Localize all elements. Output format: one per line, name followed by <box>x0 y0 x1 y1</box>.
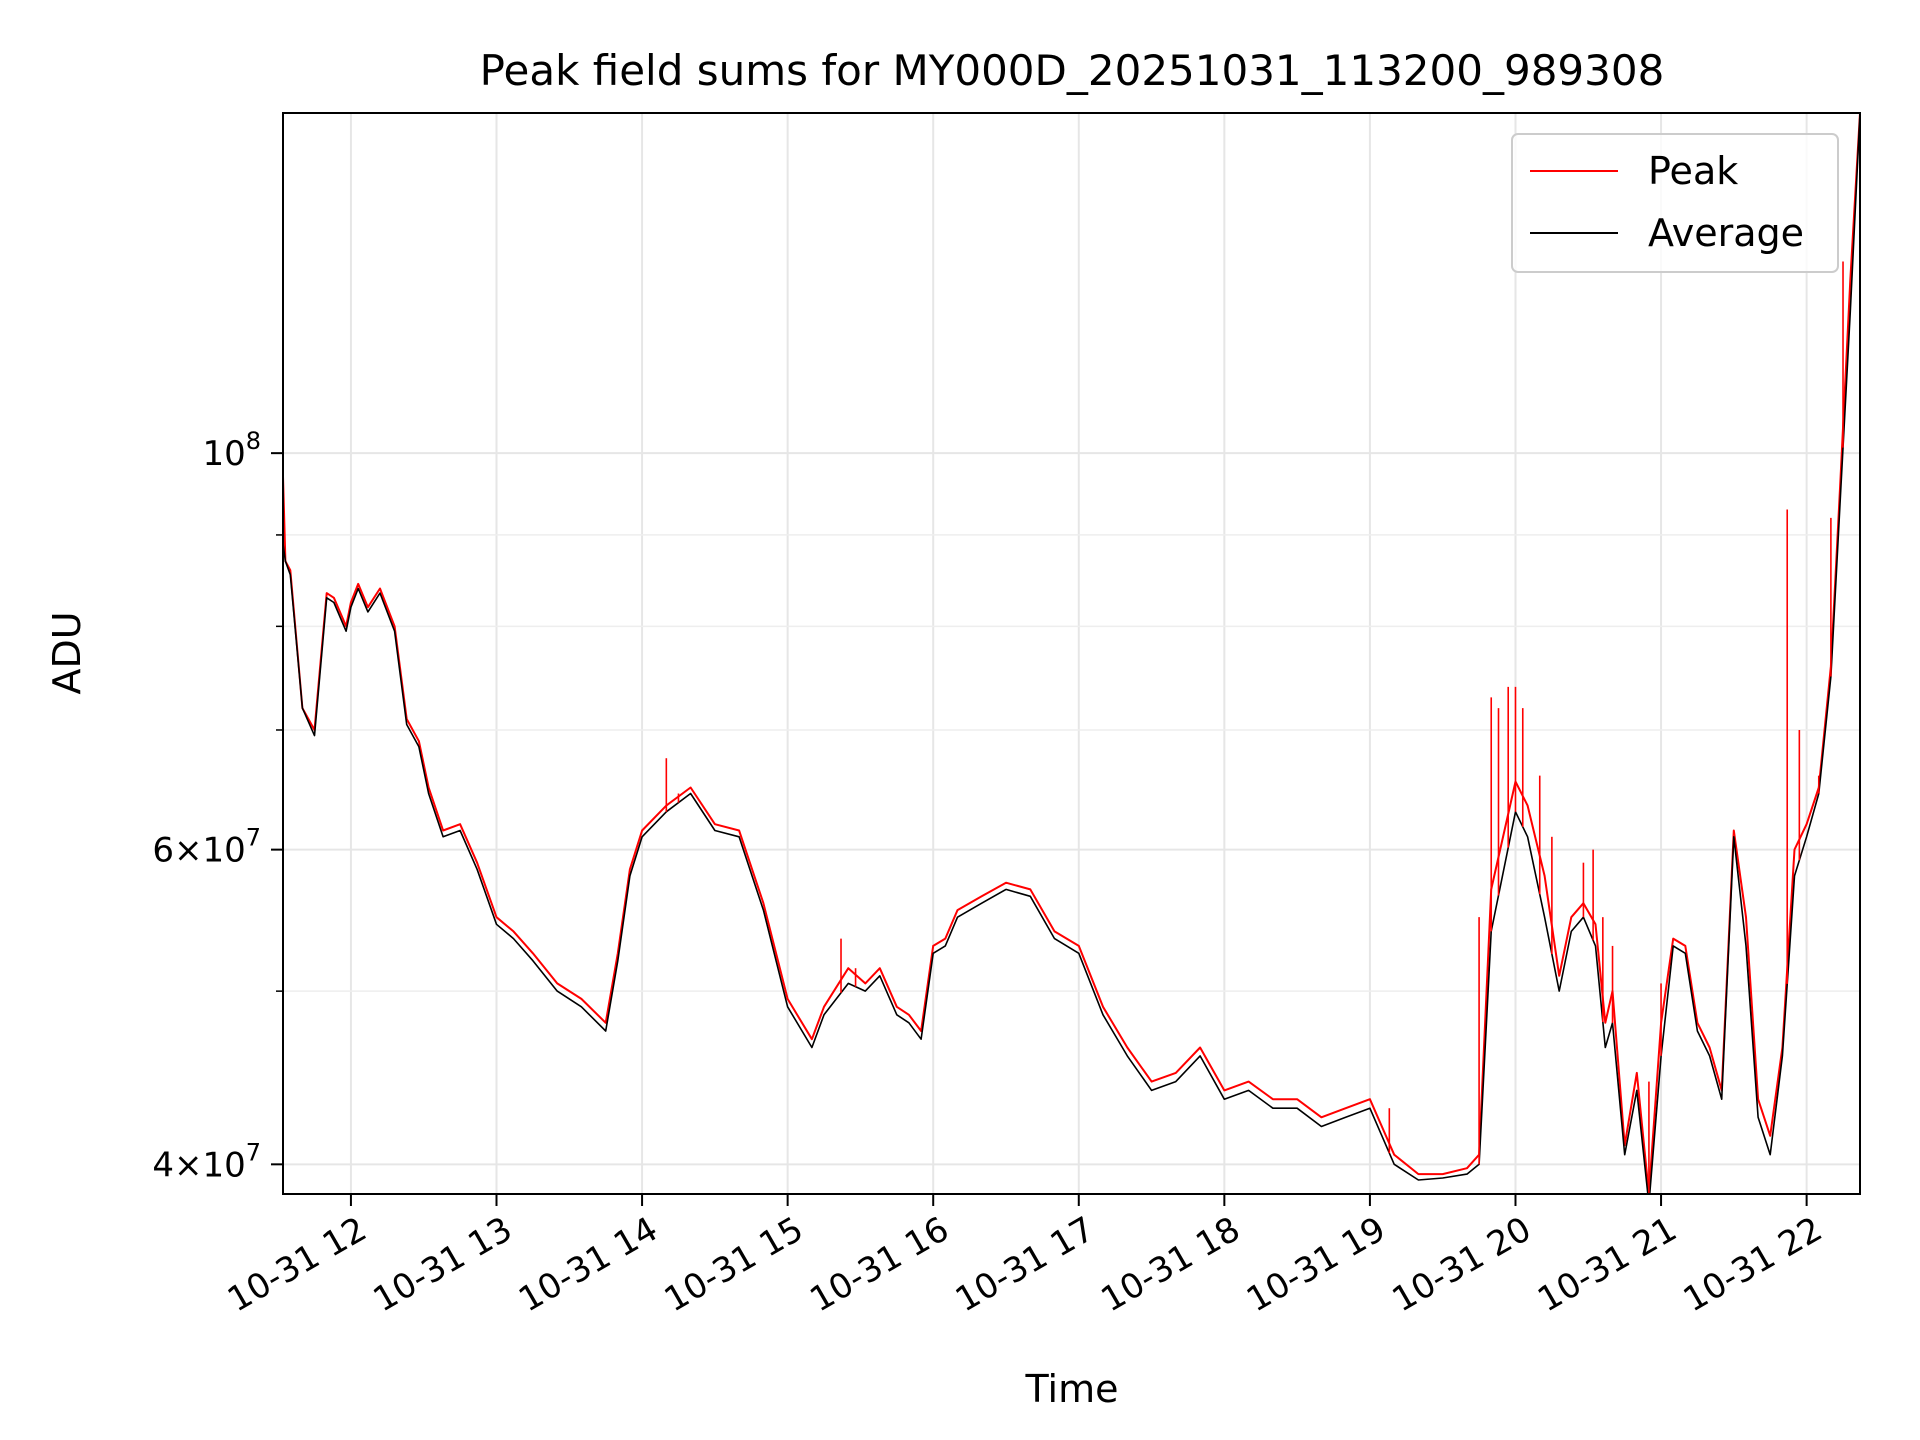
legend-label-average: Average <box>1648 211 1804 255</box>
y-tick-label: 4×107 <box>152 1138 261 1185</box>
y-tick-label: 6×107 <box>152 824 261 871</box>
series-line-peak <box>283 113 1860 1194</box>
y-axis-label: ADU <box>45 611 89 694</box>
x-axis-label: Time <box>1025 1367 1119 1411</box>
plot-frame <box>282 112 1861 1195</box>
legend-box <box>1511 133 1839 273</box>
series-line-average <box>283 113 1860 1194</box>
y-minor-ticks <box>276 534 283 992</box>
chart-title: Peak field sums for MY000D_20251031_1132… <box>480 46 1665 95</box>
series-group <box>283 113 1860 1194</box>
legend-label-peak: Peak <box>1648 149 1738 193</box>
legend: Peak Average <box>1511 133 1839 273</box>
